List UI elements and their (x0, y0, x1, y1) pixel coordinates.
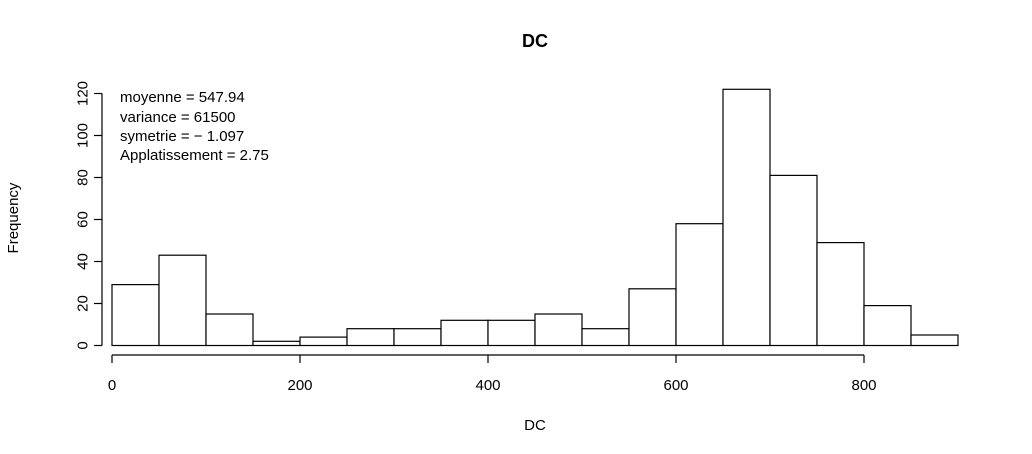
x-tick-label: 400 (475, 377, 500, 394)
annotation-kurtosis: Applatissement = 2.75 (120, 147, 269, 164)
x-tick-label: 200 (287, 377, 312, 394)
histogram-bar (628, 288, 677, 347)
annotation-skewness: symetrie = − 1.097 (120, 128, 244, 145)
histogram-bar (816, 242, 865, 347)
histogram-bar (158, 254, 207, 347)
histogram-bar (863, 305, 912, 347)
x-tick-label: 800 (851, 377, 876, 394)
histogram-bar (487, 319, 536, 347)
histogram-bar (769, 174, 818, 347)
y-tick-label: 100 (75, 123, 92, 148)
histogram-bar (581, 328, 630, 347)
y-tick-label: 40 (75, 253, 92, 270)
histogram-bar (675, 223, 724, 347)
y-axis-label: Frequency (5, 182, 22, 253)
histogram-bar (111, 284, 160, 347)
x-axis: 0 200 400 600 800 (108, 354, 877, 394)
x-tick-label: 0 (108, 377, 116, 394)
chart-title: DC (522, 31, 548, 51)
histogram-bar (534, 313, 583, 347)
histogram-bar (722, 88, 771, 347)
y-axis: 0 20 40 60 80 100 120 (75, 81, 103, 350)
annotation-mean: moyenne = 547.94 (120, 89, 245, 106)
histogram-bar (393, 328, 442, 347)
histogram-bars (111, 88, 959, 347)
annotation-variance: variance = 61500 (120, 109, 236, 126)
y-tick-label: 20 (75, 295, 92, 312)
histogram-bar (440, 319, 489, 347)
histogram-bar (346, 328, 395, 347)
y-tick-label: 0 (75, 341, 92, 349)
y-tick-label: 60 (75, 211, 92, 228)
y-tick-label: 80 (75, 169, 92, 186)
x-tick-label: 600 (663, 377, 688, 394)
y-tick-label: 120 (75, 81, 92, 106)
histogram-bar (205, 313, 254, 347)
x-axis-label: DC (524, 417, 546, 434)
histogram-bar (910, 334, 959, 347)
stats-annotations: moyenne = 547.94 variance = 61500 symetr… (120, 89, 269, 164)
histogram-bar (299, 336, 348, 347)
histogram-bar (252, 340, 301, 347)
